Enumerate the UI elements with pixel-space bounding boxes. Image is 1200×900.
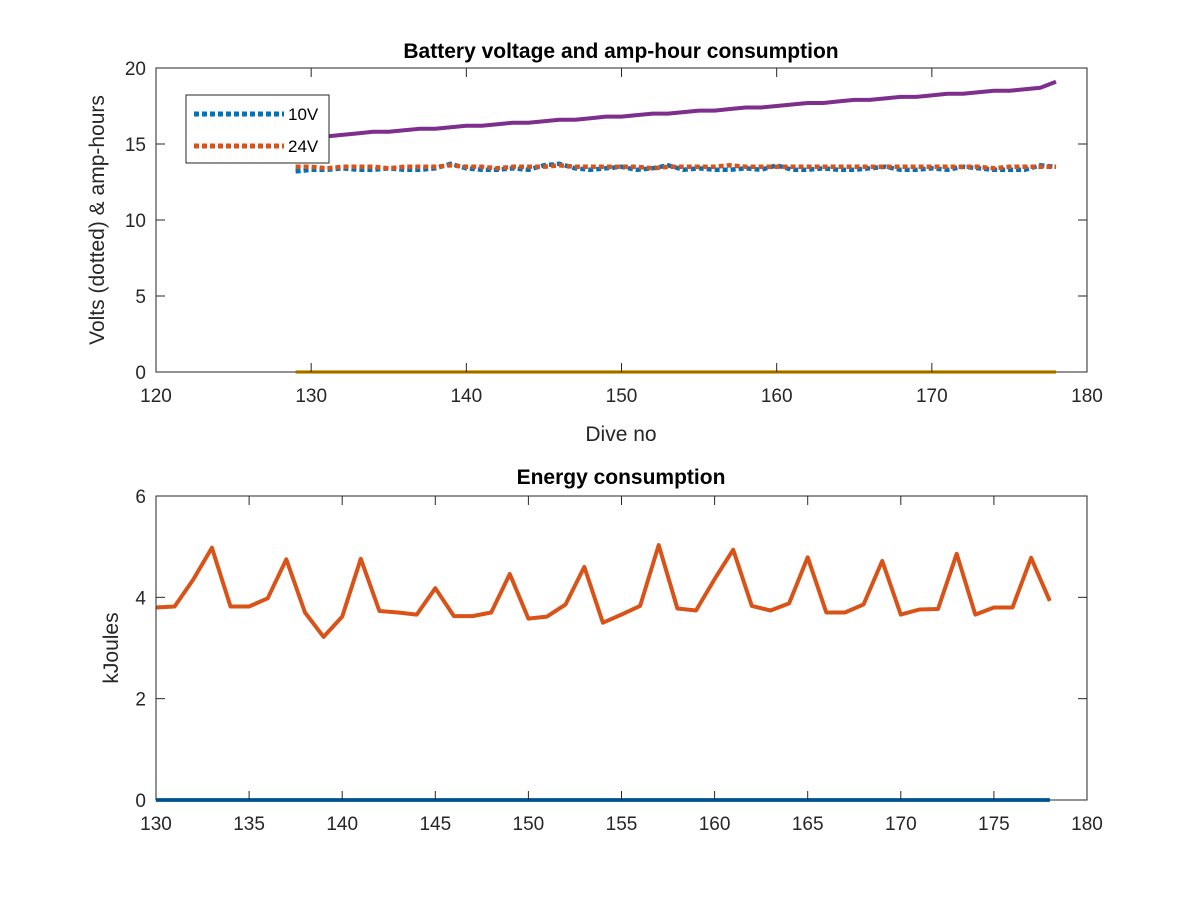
voltage-y-tick-label: 15 xyxy=(125,135,146,156)
voltage-y-tick-label: 20 xyxy=(125,59,146,80)
voltage-x-tick-label: 180 xyxy=(1071,386,1103,407)
voltage-x-tick-label: 140 xyxy=(450,386,482,407)
energy-y-tick-label: 0 xyxy=(135,791,146,812)
voltage-plot-xlabel: Dive no xyxy=(585,423,656,446)
voltage-x-tick-label: 160 xyxy=(761,386,793,407)
energy-plot-title: Energy consumption xyxy=(517,466,726,489)
energy-plot: 130 135 140 145 150 155 160 165 170 175 180 0 2 4 6 En… xyxy=(100,466,1103,835)
energy-plot-area xyxy=(156,496,1087,800)
energy-x-tick-label: 175 xyxy=(978,814,1010,835)
energy-plot-ticks: 130 135 140 145 150 155 160 165 170 175 180 0 2 4 6 xyxy=(135,487,1102,835)
voltage-x-tick-label: 170 xyxy=(916,386,948,407)
voltage-plot: 120 130 140 150 160 170 180 0 5 10 15 20 Battery vo… xyxy=(86,40,1103,446)
energy-y-tick-label: 2 xyxy=(135,690,146,711)
voltage-plot-ticks: 120 130 140 150 160 170 180 0 5 10 15 20 xyxy=(125,59,1103,407)
voltage-x-tick-label: 150 xyxy=(606,386,638,407)
energy-y-tick-label: 6 xyxy=(135,487,146,508)
legend-label-24v: 24V xyxy=(288,137,319,156)
energy-x-tick-label: 180 xyxy=(1071,814,1103,835)
energy-line-series-1 xyxy=(155,543,1052,639)
energy-y-tick-label: 4 xyxy=(135,588,146,609)
energy-x-tick-label: 135 xyxy=(233,814,265,835)
energy-x-tick-label: 165 xyxy=(792,814,824,835)
voltage-x-tick-label: 130 xyxy=(295,386,327,407)
energy-x-tick-label: 160 xyxy=(699,814,731,835)
voltage-plot-title: Battery voltage and amp-hour consumption xyxy=(403,40,838,63)
voltage-plot-legend: 10V 24V xyxy=(185,94,330,164)
energy-x-tick-label: 155 xyxy=(606,814,638,835)
voltage-x-tick-label: 120 xyxy=(140,386,172,407)
energy-x-tick-label: 170 xyxy=(885,814,917,835)
voltage-y-tick-label: 5 xyxy=(135,287,146,308)
legend-label-10v: 10V xyxy=(288,105,319,124)
energy-x-tick-label: 140 xyxy=(326,814,358,835)
energy-x-tick-label: 150 xyxy=(513,814,545,835)
energy-plot-ylabel: kJoules xyxy=(100,612,123,683)
voltage-plot-ylabel: Volts (dotted) & amp-hours xyxy=(86,95,109,345)
voltage-line-series-3 xyxy=(295,79,1057,140)
energy-x-tick-label: 130 xyxy=(140,814,172,835)
voltage-y-tick-label: 10 xyxy=(125,211,146,232)
voltage-line-24v xyxy=(295,163,1056,171)
voltage-y-tick-label: 0 xyxy=(135,363,146,384)
energy-x-tick-label: 145 xyxy=(419,814,451,835)
legend-box xyxy=(185,94,330,164)
